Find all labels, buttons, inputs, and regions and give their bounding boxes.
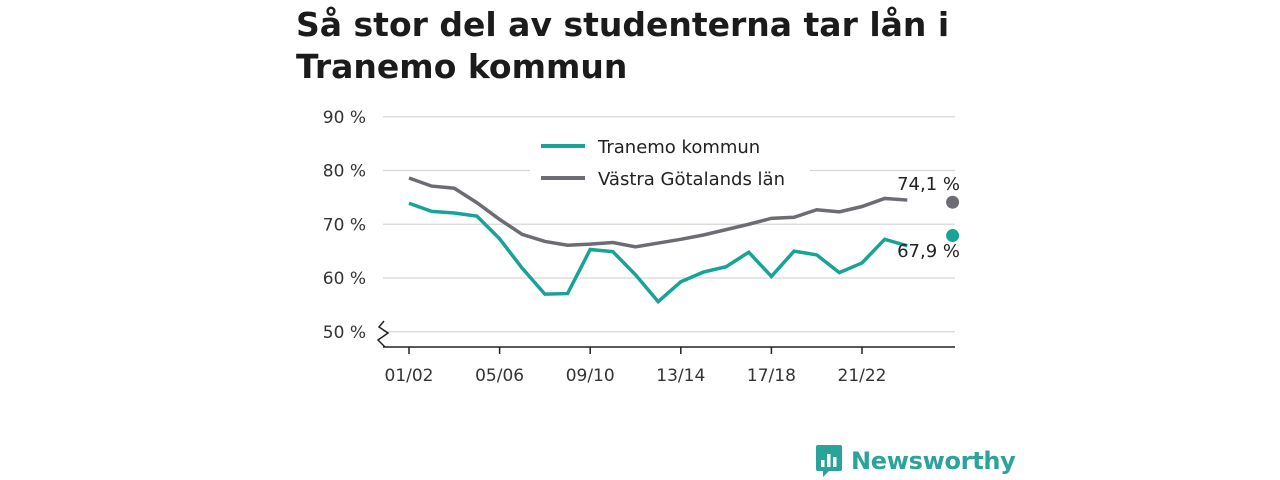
end-point <box>946 229 960 243</box>
end-label-tranemo: 67,9 % <box>897 241 960 262</box>
y-tick-label: 90 % <box>323 108 366 128</box>
x-tick-label: 05/06 <box>475 366 524 386</box>
chart-title: Så stor del av studenterna tar lån i Tra… <box>296 5 950 86</box>
y-tick-label: 70 % <box>323 215 366 235</box>
newsworthy-logo: Newsworthy <box>815 444 1016 478</box>
y-tick-label: 80 % <box>323 162 366 182</box>
y-tick-label: 50 % <box>323 323 366 343</box>
axis-break-icon <box>376 320 390 348</box>
newsworthy-logo-icon <box>816 445 842 477</box>
series-line <box>408 201 908 305</box>
gridlines <box>383 116 955 333</box>
end-labels: 74,1 % 67,9 % <box>897 174 960 262</box>
x-tick-label: 13/14 <box>656 366 705 386</box>
axes: 50 % 60 % 70 % 80 % 90 % 01/02 05/06 09/10 13/14… <box>323 108 955 386</box>
legend-label: Västra Götalands län <box>598 169 785 190</box>
legend-label: Tranemo kommun <box>597 137 760 158</box>
series-line <box>408 176 908 249</box>
y-tick-label: 60 % <box>323 269 366 289</box>
x-tick-label: 21/22 <box>838 366 887 386</box>
series-lines <box>408 176 960 305</box>
end-point <box>946 195 960 209</box>
legend: Tranemo kommun Västra Götalands län <box>530 128 810 192</box>
x-tick-label: 17/18 <box>747 366 796 386</box>
x-tick-label: 09/10 <box>566 366 615 386</box>
legend-background <box>530 128 810 192</box>
brand-name: Newsworthy <box>851 447 1016 475</box>
x-tick-label: 01/02 <box>385 366 434 386</box>
end-label-vastra-gotaland: 74,1 % <box>897 174 960 195</box>
